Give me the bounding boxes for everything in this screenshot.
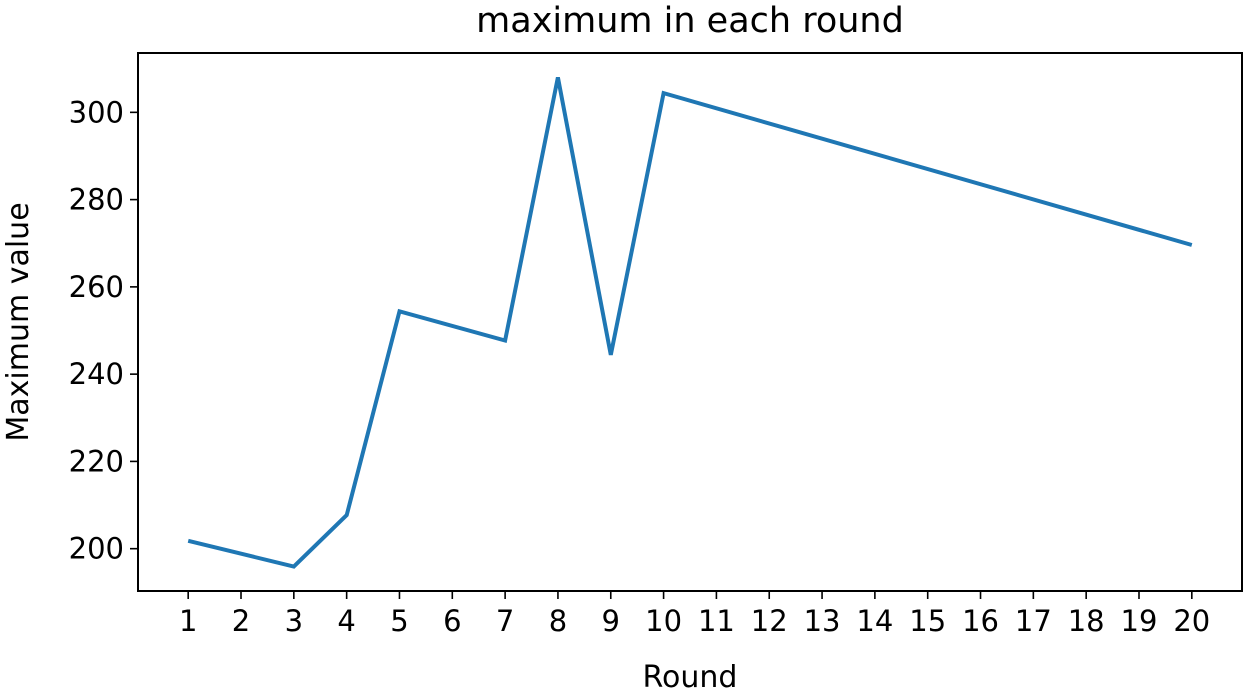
x-tick-label: 14: [856, 604, 893, 638]
x-tick-label: 19: [1121, 604, 1158, 638]
x-tick-label: 3: [285, 604, 303, 638]
x-axis-label: Round: [643, 660, 738, 693]
x-tick-label: 1: [179, 604, 197, 638]
y-tick-label: 200: [69, 532, 124, 566]
series-line: [187, 77, 1193, 569]
chart-title: maximum in each round: [476, 1, 904, 41]
y-tick-label: 240: [69, 357, 124, 391]
plot-area-frame: [137, 52, 1243, 592]
series-layer: [187, 77, 1193, 569]
x-tick-label: 7: [496, 604, 514, 638]
x-tick-label: 5: [390, 604, 408, 638]
y-tick-label: 220: [69, 444, 124, 478]
x-tick-label: 9: [602, 604, 620, 638]
x-tick-label: 10: [645, 604, 682, 638]
x-axis-ticks: 1 2 3 4 5 6 7 8 9 10 11 12 13 14 15 16 17 18 19 20: [179, 591, 1210, 638]
x-tick-label: 11: [698, 604, 735, 638]
x-tick-label: 13: [804, 604, 841, 638]
x-tick-label: 8: [549, 604, 567, 638]
y-tick-label: 300: [69, 95, 124, 129]
x-tick-label: 2: [232, 604, 250, 638]
x-tick-label: 18: [1068, 604, 1105, 638]
x-tick-label: 4: [337, 604, 355, 638]
x-tick-label: 16: [962, 604, 999, 638]
x-tick-label: 20: [1173, 604, 1210, 638]
x-tick-label: 17: [1015, 604, 1052, 638]
x-tick-label: 12: [751, 604, 788, 638]
y-tick-label: 260: [69, 270, 124, 304]
y-axis-ticks: 200 220 240 260 280 300: [69, 95, 138, 566]
y-tick-label: 280: [69, 183, 124, 217]
y-axis-label: Maximum value: [1, 202, 36, 441]
x-tick-label: 6: [443, 604, 461, 638]
x-tick-label: 15: [909, 604, 946, 638]
